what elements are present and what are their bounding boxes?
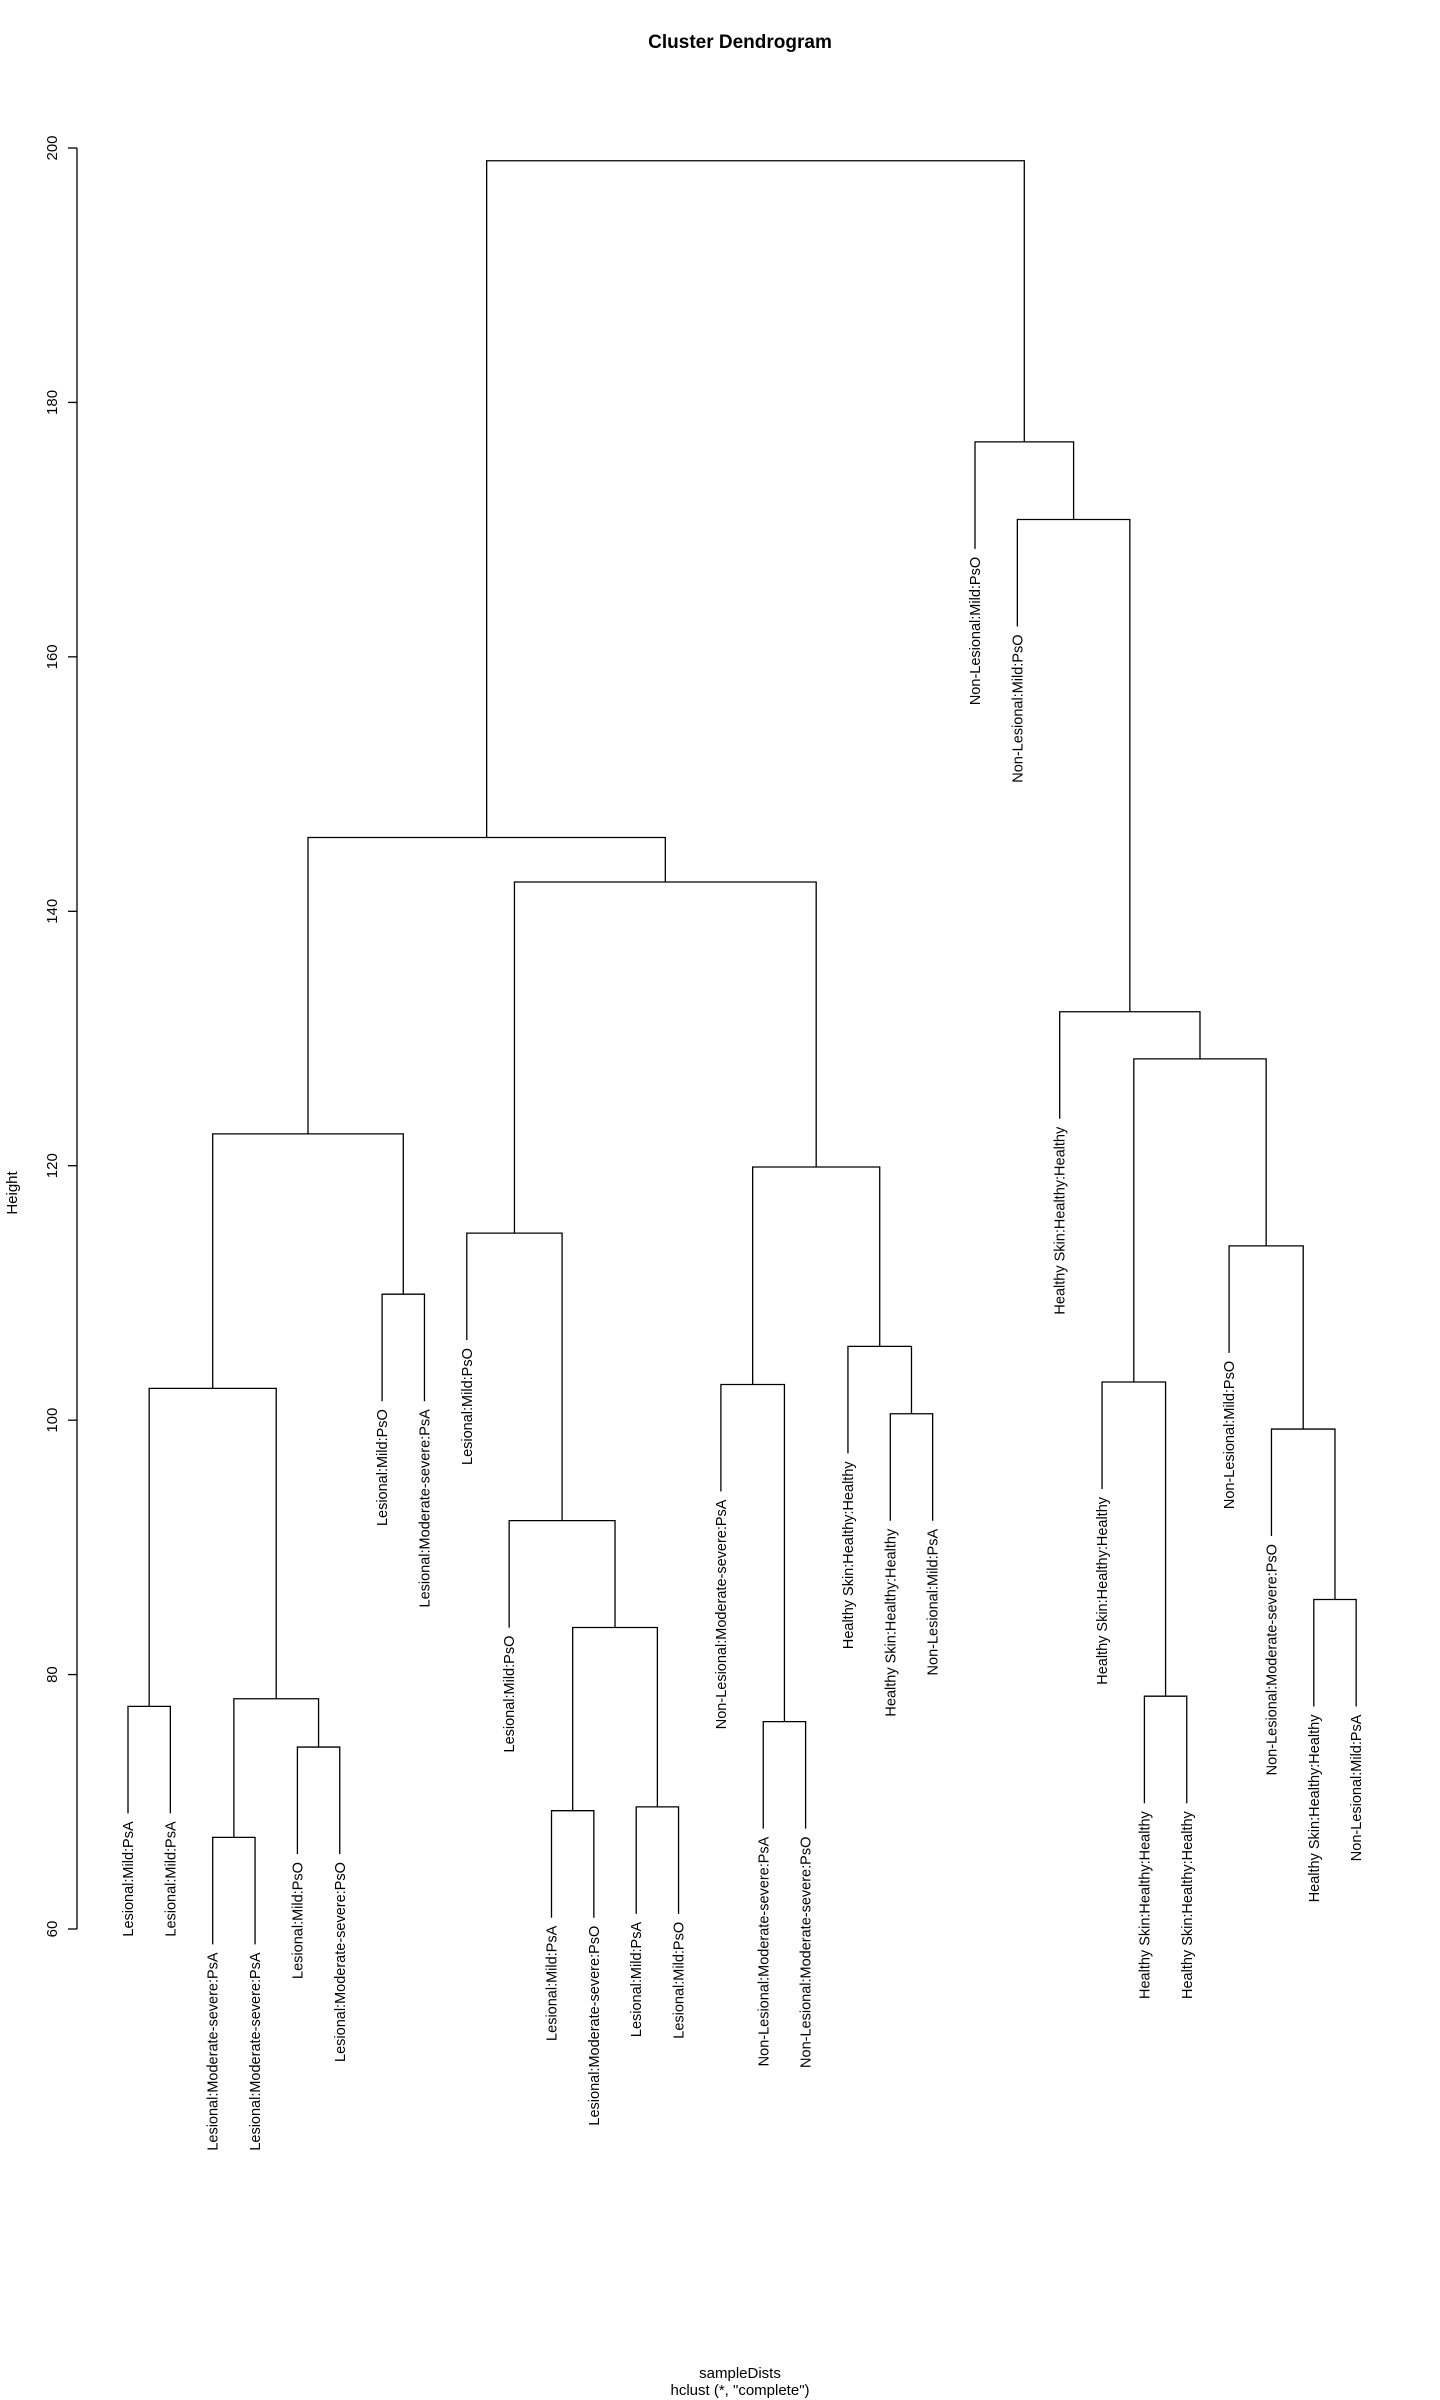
leaf-label: Healthy Skin:Healthy:Healthy [1307, 1714, 1323, 1903]
leaf-label: Non-Lesional:Moderate-severe:PsO [1264, 1544, 1280, 1775]
y-tick-label: 100 [44, 1408, 61, 1433]
y-tick-label: 200 [44, 135, 61, 160]
dendrogram-link [513, 881, 817, 1234]
dendrogram-link [466, 1232, 563, 1521]
leaf-label: Non-Lesional:Moderate-severe:PsA [714, 1499, 730, 1729]
leaf-label: Lesional:Mild:PsO [375, 1409, 391, 1526]
leaf-label: Lesional:Mild:PsA [629, 1922, 645, 2038]
dendrogram-link [1133, 1058, 1267, 1382]
dendrogram-link [1016, 518, 1131, 1012]
dendrogram-link [762, 1720, 807, 1829]
leaf-label: Non-Lesional:Mild:PsO [1010, 634, 1026, 782]
y-tick-label: 140 [44, 899, 61, 924]
dendrogram-link [1101, 1381, 1167, 1697]
leaf-label: Lesional:Moderate-severe:PsA [206, 1952, 222, 2151]
leaf-label: Lesional:Moderate-severe:PsO [333, 1862, 349, 2062]
dendrogram-link [212, 1133, 404, 1389]
leaf-label: Lesional:Mild:PsA [545, 1925, 561, 2041]
y-axis-label: Height [4, 1170, 21, 1214]
dendrogram-link [847, 1345, 913, 1454]
dendrogram-link [635, 1806, 680, 1914]
leaf-label: Healthy Skin:Healthy:Healthy [1137, 1810, 1153, 1999]
leaf-label: Lesional:Mild:PsO [672, 1922, 688, 2039]
x-axis-label: sampleDists [699, 2365, 781, 2382]
leaf-label: Non-Lesional:Mild:PsO [968, 557, 984, 705]
leaf-label: Non-Lesional:Mild:PsA [926, 1528, 942, 1675]
dendrogram-link [1313, 1598, 1357, 1707]
dendrogram-link [1228, 1245, 1304, 1430]
dendrogram-link [550, 1810, 595, 1918]
leaf-label: Lesional:Mild:PsO [290, 1862, 306, 1979]
leaf-label: Lesional:Moderate-severe:PsA [417, 1409, 433, 1608]
leaf-label: Healthy Skin:Healthy:Healthy [1095, 1496, 1111, 1685]
leaf-label: Lesional:Moderate-severe:PsA [248, 1952, 264, 2151]
leaf-label: Non-Lesional:Mild:PsA [1349, 1714, 1365, 1861]
dendrogram-link [148, 1387, 277, 1707]
leaf-label: Lesional:Mild:PsA [163, 1821, 179, 1937]
y-axis: 60 80 100 120 140 160 180 200 [44, 135, 78, 1938]
dendrogram-link [296, 1746, 341, 1855]
y-tick-label: 180 [44, 390, 61, 415]
dendrogram-link [1143, 1695, 1188, 1804]
dendrogram-link [889, 1413, 934, 1521]
leaf-label: Non-Lesional:Mild:PsO [1222, 1361, 1238, 1509]
leaf-label: Lesional:Moderate-severe:PsO [587, 1926, 603, 2126]
dendrogram-link [127, 1705, 171, 1814]
leaf-label: Lesional:Mild:PsO [502, 1636, 518, 1753]
y-tick-label: 80 [44, 1666, 61, 1683]
dendrogram-link [1270, 1428, 1336, 1600]
leaf-label: Lesional:Mild:PsO [460, 1348, 476, 1465]
dendrogram-links [127, 160, 1357, 1945]
leaf-label: Lesional:Mild:PsA [121, 1821, 137, 1937]
dendrogram-link [486, 160, 1025, 838]
method-sublabel: hclust (*, "complete") [670, 2382, 809, 2399]
dendrogram-link [720, 1383, 786, 1722]
leaf-labels: Lesional:Mild:PsA Lesional:Mild:PsA Lesion… [121, 557, 1365, 2151]
leaf-label: Non-Lesional:Moderate-severe:PsA [756, 1836, 772, 2066]
dendrogram-link [508, 1519, 616, 1628]
y-tick-label: 60 [44, 1921, 61, 1938]
dendrogram-link [974, 441, 1075, 549]
dendrogram-link [572, 1626, 659, 1811]
leaf-label: Healthy Skin:Healthy:Healthy [1180, 1810, 1196, 1999]
dendrogram-link [752, 1166, 881, 1385]
y-tick-label: 120 [44, 1153, 61, 1178]
dendrogram-link [212, 1836, 256, 1945]
leaf-label: Healthy Skin:Healthy:Healthy [841, 1461, 857, 1650]
leaf-label: Non-Lesional:Moderate-severe:PsO [799, 1837, 815, 2068]
leaf-label: Healthy Skin:Healthy:Healthy [1053, 1126, 1069, 1315]
chart-title: Cluster Dendrogram [648, 32, 832, 53]
dendrogram-link [233, 1698, 320, 1838]
y-tick-label: 160 [44, 644, 61, 669]
dendrogram-link [381, 1293, 426, 1402]
dendrogram-link [1059, 1011, 1201, 1119]
leaf-label: Healthy Skin:Healthy:Healthy [883, 1528, 899, 1717]
